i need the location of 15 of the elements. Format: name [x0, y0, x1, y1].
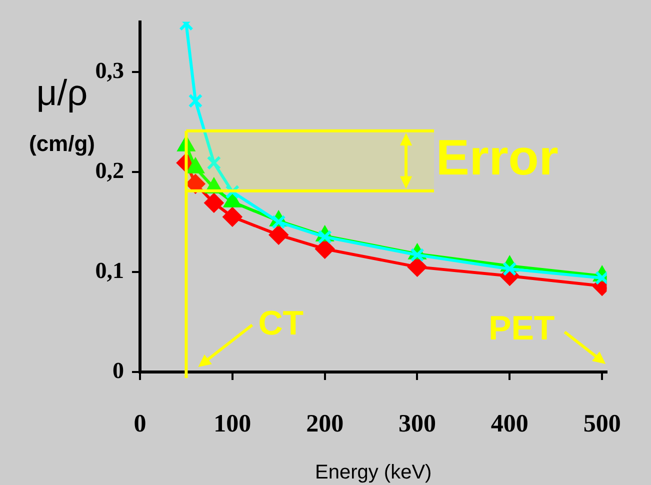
y-tick-label: 0,2	[95, 158, 124, 183]
y-tick-label: 0,3	[95, 58, 124, 83]
x-tick-label: 200	[306, 410, 344, 438]
x-tick-label: 0	[134, 410, 146, 438]
x-tick-label: 500	[583, 410, 621, 438]
y-tick-label: 0,1	[95, 258, 124, 283]
y-axis-title: μ/ρ (cm/g)	[29, 72, 95, 156]
band-label: Error	[436, 130, 558, 186]
annotation: CT	[258, 304, 304, 342]
annotation: PET	[488, 309, 555, 348]
y-tick-label: 0	[112, 358, 124, 383]
x-axis-title: Energy (keV)	[314, 462, 432, 484]
x-tick-label: 300	[398, 410, 436, 438]
x-tick-label: 100	[214, 410, 252, 438]
x-tick-label: 400	[490, 410, 528, 438]
